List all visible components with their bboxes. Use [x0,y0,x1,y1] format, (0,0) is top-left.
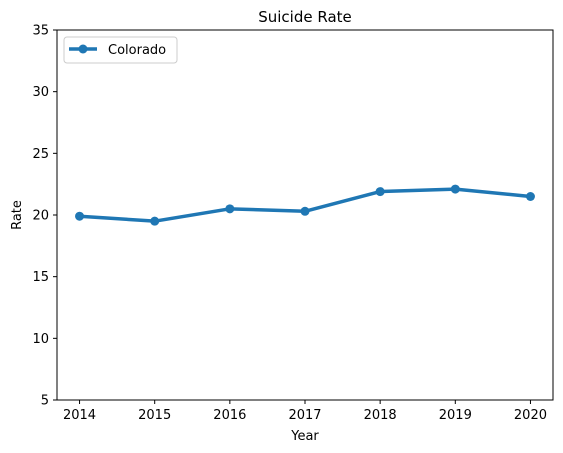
data-point-colorado-2014 [75,211,85,221]
y-tick-label-25: 25 [32,147,49,162]
data-point-colorado-2018 [375,187,385,197]
y-tick-label-5: 5 [41,394,49,409]
y-tick-label-10: 10 [32,332,49,347]
y-tick-label-35: 35 [32,24,49,39]
x-axis-label: Year [290,429,319,444]
legend-label-colorado: Colorado [108,43,166,58]
chart-title: Suicide Rate [258,8,352,26]
data-point-colorado-2020 [525,192,535,201]
x-axis-ticks: 2014 2015 2016 2017 2018 2019 2020 [63,400,547,423]
data-point-colorado-2015 [150,216,160,226]
data-point-colorado-2016 [225,204,235,214]
data-point-colorado-2019 [450,184,460,194]
data-point-colorado-2017 [300,206,310,216]
x-tick-label-2017: 2017 [288,408,321,423]
x-tick-label-2020: 2020 [514,408,547,423]
y-tick-label-20: 20 [32,209,49,224]
legend-marker-colorado [78,44,88,54]
x-tick-label-2019: 2019 [439,408,472,423]
y-axis-ticks: 5 10 15 20 25 30 35 [32,24,57,409]
legend-box [63,36,178,64]
y-tick-label-15: 15 [32,270,49,285]
legend: Colorado [63,36,178,64]
series-layer [75,184,535,226]
x-tick-label-2014: 2014 [63,408,96,423]
x-tick-label-2015: 2015 [138,408,171,423]
y-tick-label-30: 30 [32,85,49,100]
y-axis-label: Rate [10,200,25,230]
x-tick-label-2016: 2016 [213,408,246,423]
series-line-colorado [77,187,533,223]
x-tick-label-2018: 2018 [364,408,397,423]
